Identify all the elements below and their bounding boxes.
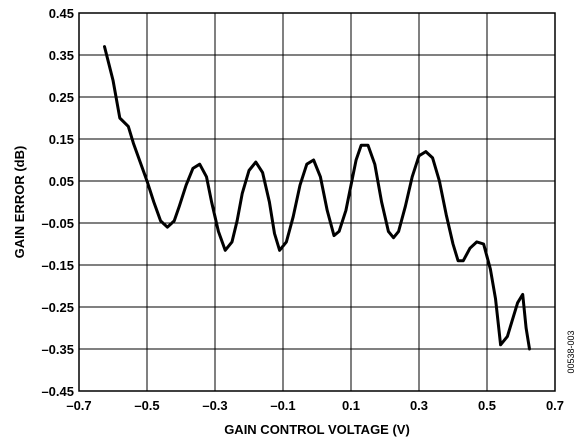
y-tick-label: 0.05 (49, 174, 74, 189)
x-tick-label: 0.1 (342, 398, 360, 413)
x-tick-label: –0.1 (270, 398, 295, 413)
gain-error-series-line (103, 45, 531, 351)
y-tick-labels: 0.45 0.35 0.25 0.15 0.05 –0.05 –0.15 –0.25 –0.35… (41, 6, 74, 399)
y-tick-label: –0.45 (41, 384, 74, 399)
y-tick-label: –0.15 (41, 258, 74, 273)
plot-frame (78, 12, 556, 392)
x-tick-label: 0.7 (546, 398, 564, 413)
grid-lines (79, 13, 555, 391)
x-tick-labels: –0.7 –0.5 –0.3 –0.1 0.1 0.3 0.5 0.7 (66, 398, 564, 413)
y-tick-label: 0.25 (49, 90, 74, 105)
figure-code: 00538-003 (566, 330, 576, 373)
y-tick-label: –0.35 (41, 342, 74, 357)
y-tick-label: –0.25 (41, 300, 74, 315)
y-tick-label: 0.45 (49, 6, 74, 21)
y-tick-label: 0.15 (49, 132, 74, 147)
y-tick-label: –0.05 (41, 216, 74, 231)
x-tick-label: –0.7 (66, 398, 91, 413)
x-axis-label: GAIN CONTROL VOLTAGE (V) (224, 422, 410, 437)
x-tick-label: 0.5 (478, 398, 496, 413)
y-axis-label: GAIN ERROR (dB) (12, 146, 27, 259)
x-tick-label: 0.3 (410, 398, 428, 413)
x-tick-label: –0.3 (202, 398, 227, 413)
x-tick-label: –0.5 (134, 398, 159, 413)
y-tick-label: 0.35 (49, 48, 74, 63)
